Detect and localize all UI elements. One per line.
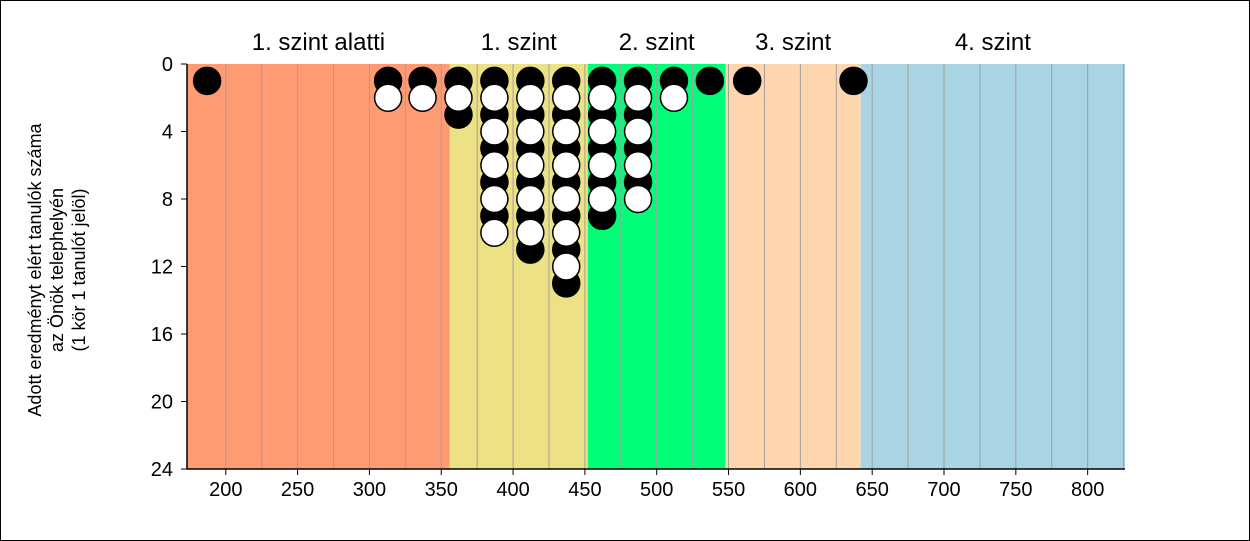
y-axis-label-line-2: az Önök telephelyén: [47, 187, 67, 353]
x-tick-label: 750: [999, 479, 1032, 501]
student-marker-open: [587, 151, 617, 180]
student-marker-open: [516, 218, 545, 247]
student-marker-open: [516, 151, 545, 180]
student-marker-open: [551, 117, 581, 146]
x-tick-label: 450: [568, 479, 601, 501]
level-bands: [187, 64, 1125, 469]
student-marker-open: [587, 184, 617, 214]
x-tick-label: 200: [209, 479, 242, 501]
y-tick-label: 4: [162, 122, 173, 144]
student-marker-open: [480, 83, 509, 112]
y-axis-label-line-3: (1 kör 1 tanulót jelöl): [69, 188, 89, 352]
band-1: [187, 64, 450, 469]
x-tick-label: 800: [1071, 479, 1104, 501]
student-marker-open: [551, 218, 581, 247]
student-marker-open: [623, 184, 653, 214]
student-marker-open: [480, 218, 509, 247]
band-4: [725, 64, 861, 469]
student-marker-filled: [192, 66, 222, 96]
y-axis-label: Adott eredményt elért tanulók száma az Ö…: [24, 123, 90, 416]
student-marker-open: [551, 83, 581, 112]
student-marker-open: [587, 83, 617, 112]
student-marker-open: [408, 83, 437, 112]
student-marker-open: [516, 117, 545, 146]
grid-lines: [225, 64, 1125, 469]
student-marker-open: [623, 83, 653, 112]
student-marker-open: [551, 184, 581, 214]
student-marker-open: [551, 252, 581, 281]
student-marker-filled: [732, 66, 762, 96]
band-label-5: 4. szint: [955, 29, 1031, 56]
x-tick-label: 550: [712, 479, 745, 501]
x-tick-label: 350: [425, 479, 458, 501]
student-marker-open: [623, 151, 653, 180]
student-marker-filled: [695, 66, 725, 96]
band-label-1: 1. szint alatti: [252, 29, 385, 56]
x-tick-label: 600: [784, 479, 817, 501]
student-marker-open: [551, 151, 581, 180]
student-marker-open: [623, 117, 653, 146]
y-tick-label: 20: [151, 392, 173, 414]
student-marker-open: [516, 83, 545, 112]
y-tick-label: 16: [151, 324, 173, 346]
band-label-2: 1. szint: [481, 29, 557, 56]
student-marker-open: [480, 117, 509, 146]
axes: [181, 63, 1125, 475]
student-marker-open: [587, 117, 617, 146]
y-tick-label: 12: [151, 257, 173, 279]
y-tick-label: 24: [151, 459, 173, 481]
x-tick-label: 500: [640, 479, 673, 501]
student-marker-open: [516, 184, 545, 214]
student-markers: [192, 66, 868, 298]
student-marker-open: [373, 83, 403, 112]
x-tick-label: 400: [496, 479, 529, 501]
band-label-4: 3. szint: [755, 29, 831, 56]
y-tick-label: 0: [162, 54, 173, 76]
x-tick-label: 250: [281, 479, 314, 501]
x-tick-label: 300: [353, 479, 386, 501]
x-tick-label: 650: [855, 479, 888, 501]
y-tick-label: 8: [162, 189, 173, 211]
x-tick-label: 700: [927, 479, 960, 501]
band-5: [860, 64, 1125, 469]
level-labels: 1. szint alatti 1. szint 2. szint 3. szint 4…: [252, 29, 1031, 56]
student-marker-open: [659, 83, 689, 112]
student-marker-open: [444, 83, 473, 112]
band-label-3: 2. szint: [619, 29, 695, 56]
y-axis-label-line-1: Adott eredményt elért tanulók száma: [25, 123, 45, 417]
student-marker-filled: [839, 66, 868, 96]
student-marker-open: [480, 184, 509, 214]
student-marker-open: [480, 151, 509, 180]
tick-labels: 200 250 300 350 400 450 500 550 600 650 700 750 800 0…: [151, 54, 1105, 501]
